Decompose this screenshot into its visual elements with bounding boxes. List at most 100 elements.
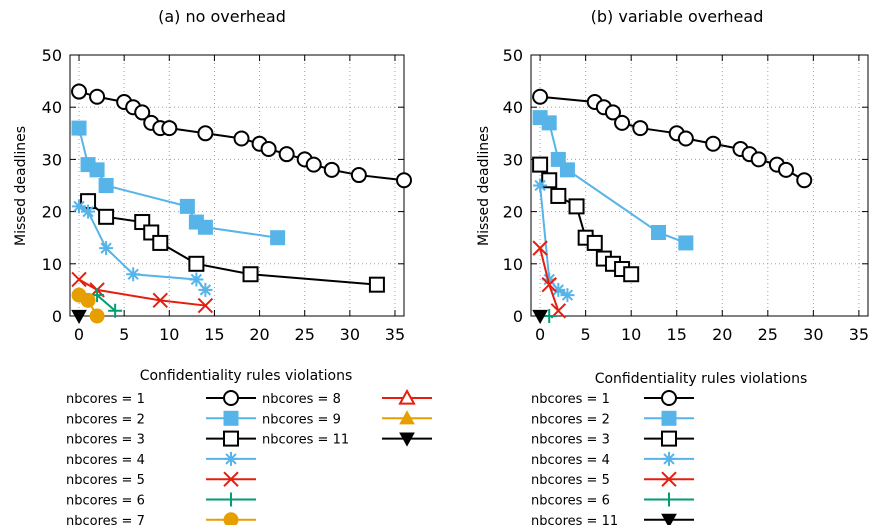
data-point bbox=[796, 172, 813, 189]
data-point bbox=[71, 309, 87, 325]
legend-item: nbcores = 6 bbox=[66, 492, 256, 509]
data-point bbox=[71, 271, 87, 288]
legend-item: nbcores = 2 bbox=[66, 410, 256, 427]
series-line bbox=[96, 294, 116, 312]
panel-variable-overhead: (b) variable overhead Confidentiality ru… bbox=[476, 7, 869, 525]
data-point bbox=[541, 115, 557, 131]
panel-no-overhead: (a) no overhead Confidentiality rules vi… bbox=[13, 7, 432, 525]
data-point bbox=[368, 276, 385, 293]
data-point bbox=[98, 178, 114, 193]
legend-label: nbcores = 7 bbox=[66, 514, 145, 525]
series-nbcores-1 bbox=[532, 88, 813, 189]
legend-label: nbcores = 4 bbox=[531, 453, 610, 468]
legend-marker bbox=[661, 471, 677, 487]
data-point bbox=[198, 282, 213, 297]
data-point bbox=[197, 125, 214, 142]
series-nbcores-11 bbox=[71, 309, 87, 325]
x-tick-label: 0 bbox=[74, 325, 84, 344]
data-point bbox=[551, 282, 566, 297]
data-point bbox=[108, 303, 123, 318]
data-point bbox=[152, 234, 169, 251]
data-point bbox=[305, 156, 322, 173]
y-tick-label: 10 bbox=[503, 255, 523, 274]
legend-item: nbcores = 3 bbox=[66, 430, 256, 448]
series-nbcores-4 bbox=[72, 199, 213, 297]
legend: nbcores = 1 nbcores = 2 nbcores = 3 nbcores… bbox=[66, 388, 432, 525]
data-point bbox=[632, 120, 649, 137]
x-axis-label: Confidentiality rules violations bbox=[140, 368, 353, 384]
legend-item: nbcores = 1 bbox=[531, 390, 694, 407]
legend-marker bbox=[661, 410, 677, 426]
y-axis-label: Missed deadlines bbox=[476, 126, 492, 246]
legend-label: nbcores = 6 bbox=[66, 494, 145, 509]
data-point bbox=[541, 172, 558, 189]
grid bbox=[531, 54, 868, 317]
legend-item: nbcores = 6 bbox=[531, 492, 694, 509]
x-axis-label: Confidentiality rules violations bbox=[595, 371, 808, 387]
y-tick-label: 30 bbox=[42, 150, 62, 169]
legend-label: nbcores = 2 bbox=[66, 412, 145, 427]
legend-label: nbcores = 8 bbox=[262, 392, 341, 407]
data-point bbox=[705, 135, 722, 152]
legend-label: nbcores = 3 bbox=[531, 433, 610, 448]
series-nbcores-7 bbox=[71, 287, 105, 324]
x-tick-label: 10 bbox=[159, 325, 179, 344]
legend-label: nbcores = 9 bbox=[262, 412, 341, 427]
data-point bbox=[242, 266, 259, 283]
legend-marker bbox=[223, 512, 239, 525]
data-point bbox=[532, 88, 549, 105]
legend-marker bbox=[398, 388, 416, 405]
x-tick-label: 30 bbox=[803, 325, 823, 344]
series-nbcores-11 bbox=[532, 309, 548, 325]
data-point bbox=[71, 83, 88, 100]
series bbox=[71, 83, 412, 325]
data-point bbox=[678, 235, 694, 251]
data-point bbox=[532, 309, 548, 325]
data-point bbox=[81, 204, 96, 219]
y-axis-label: Missed deadlines bbox=[13, 126, 29, 246]
legend-marker bbox=[224, 451, 238, 466]
plot-frame bbox=[530, 54, 869, 317]
legend-item: nbcores = 3 bbox=[531, 430, 694, 448]
data-point bbox=[323, 161, 340, 178]
legend-item: nbcores = 7 bbox=[66, 512, 256, 525]
data-point bbox=[134, 104, 151, 121]
legend-marker bbox=[223, 410, 239, 426]
data-point bbox=[778, 161, 795, 178]
data-point bbox=[233, 130, 250, 147]
y-tick-label: 0 bbox=[513, 307, 523, 326]
data-point bbox=[270, 230, 286, 246]
series-nbcores-1 bbox=[71, 83, 412, 189]
legend-marker bbox=[399, 432, 415, 447]
data-point bbox=[533, 178, 548, 193]
legend-label: nbcores = 5 bbox=[66, 473, 145, 488]
legend-item: nbcores = 11 bbox=[531, 513, 694, 525]
ticks: 0 5 10 15 20 25 30 35 0 10 20 30 40 50 bbox=[42, 46, 406, 344]
series-nbcores-2 bbox=[532, 110, 694, 251]
legend-item: nbcores = 1 bbox=[66, 390, 256, 407]
data-point bbox=[188, 255, 205, 272]
legend-label: nbcores = 11 bbox=[531, 514, 618, 525]
x-tick-label: 15 bbox=[204, 325, 224, 344]
y-tick-label: 50 bbox=[42, 46, 62, 65]
legend-marker bbox=[661, 430, 677, 447]
legend-marker bbox=[661, 513, 677, 525]
data-point bbox=[651, 224, 667, 240]
legend-label: nbcores = 2 bbox=[531, 412, 610, 427]
legend-item: nbcores = 8 bbox=[262, 388, 432, 407]
data-point bbox=[126, 267, 141, 282]
y-tick-label: 20 bbox=[42, 203, 62, 222]
series-nbcores-3 bbox=[80, 193, 385, 293]
legend-marker bbox=[223, 390, 239, 406]
x-tick-label: 15 bbox=[667, 325, 687, 344]
legend-label: nbcores = 1 bbox=[66, 392, 145, 407]
legend: nbcores = 1 nbcores = 2 nbcores = 3 nbcores… bbox=[531, 390, 694, 525]
x-tick-label: 25 bbox=[758, 325, 778, 344]
legend-marker bbox=[662, 492, 676, 507]
chart-title: (b) variable overhead bbox=[591, 7, 764, 26]
data-point bbox=[532, 240, 548, 256]
data-point bbox=[71, 120, 87, 136]
series-nbcores-5 bbox=[532, 240, 567, 319]
data-point bbox=[89, 308, 105, 324]
